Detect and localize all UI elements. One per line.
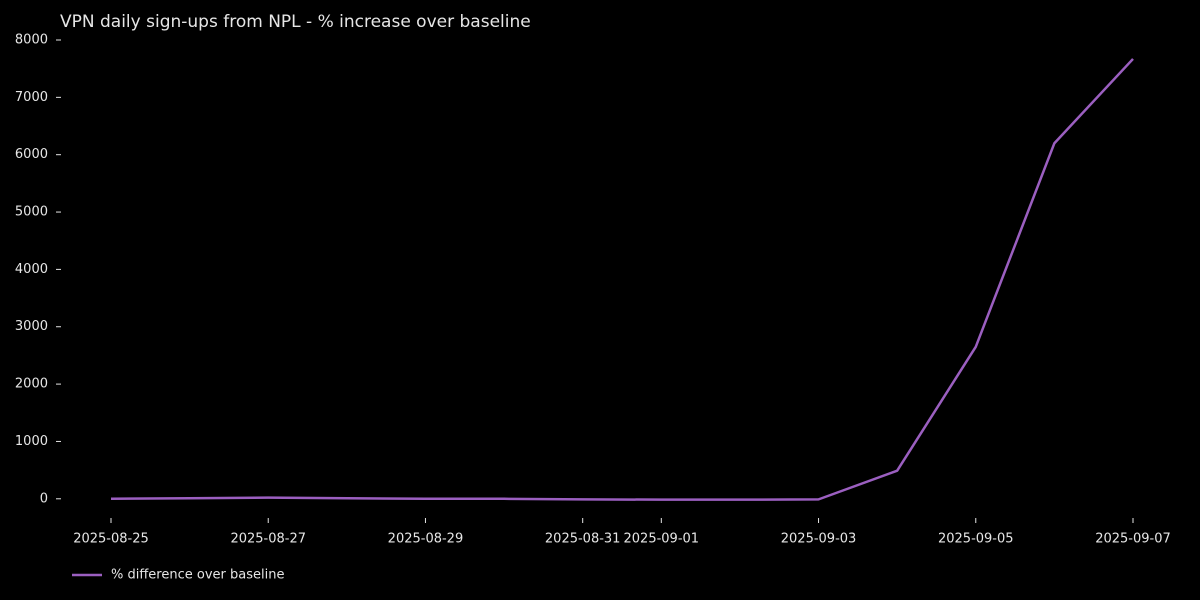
y-tick-label: 4000	[15, 262, 48, 277]
x-tick-label: 2025-09-07	[1095, 532, 1171, 547]
x-tick-label: 2025-09-05	[938, 532, 1014, 547]
legend-label: % difference over baseline	[111, 568, 284, 583]
y-tick-label: 5000	[15, 205, 48, 220]
data-line	[110, 58, 1134, 501]
x-tick-label: 2025-08-25	[73, 532, 149, 547]
y-tick-label: 3000	[15, 319, 48, 334]
y-tick-label: 8000	[15, 33, 48, 48]
y-tick-label: 2000	[15, 377, 48, 392]
y-tick-label: 6000	[15, 147, 48, 162]
y-tick-label: 1000	[15, 434, 48, 449]
x-tick-label: 2025-09-03	[781, 532, 857, 547]
y-tick-label: 7000	[15, 90, 48, 105]
x-tick-label: 2025-08-31	[545, 532, 621, 547]
y-tick-label: 0	[40, 491, 48, 506]
x-tick-label: 2025-08-29	[388, 532, 464, 547]
x-tick-label: 2025-08-27	[230, 532, 306, 547]
x-tick-label: 2025-09-01	[624, 532, 700, 547]
chart-title: VPN daily sign-ups from NPL - % increase…	[60, 12, 531, 32]
